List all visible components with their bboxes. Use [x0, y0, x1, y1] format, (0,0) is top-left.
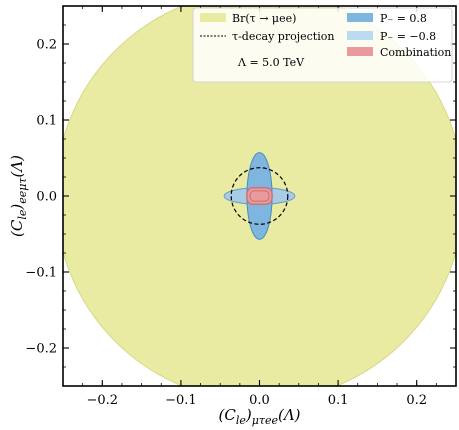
y-tick-label: 0.0 — [36, 190, 57, 205]
legend-label: P₋ = 0.8 — [380, 12, 427, 25]
legend-box — [192, 7, 453, 83]
legend-label: τ-decay projection — [232, 30, 334, 43]
scale-annotation: Λ = 5.0 TeV — [237, 56, 305, 69]
x-tick-label: 0.2 — [406, 393, 427, 408]
x-tick-label: 0.0 — [249, 393, 270, 408]
legend-item-br-ee: Br(τ → μee) — [200, 12, 296, 25]
region-combination — [246, 186, 273, 206]
region-decay-projection — [230, 167, 289, 225]
legend-swatch — [200, 13, 226, 22]
legend-item-p-0-8: P₋ = −0.8 — [347, 30, 436, 43]
x-axis-label: (Cle)μτee(Λ) — [218, 406, 300, 427]
legend-label: P₋ = −0.8 — [380, 30, 436, 43]
legend-swatch — [347, 13, 373, 22]
y-tick-label: 0.2 — [36, 38, 57, 53]
y-tick-label: −0.2 — [25, 342, 57, 357]
ticks-layer: −0.2 −0.1 0.0 0.1 0.2 −0.2 −0.1 0.0 0.1 0.2 — [25, 5, 457, 408]
legend-label: Combination — [380, 46, 451, 59]
legend-item-combination: Combination — [347, 46, 451, 59]
legend-item-decay-projection: τ-decay projection — [200, 30, 334, 43]
legend: Br(τ → μee) τ-decay projection P₋ = 0.8 P₋ … — [192, 7, 453, 83]
x-tick-label: −0.1 — [165, 393, 197, 408]
y-axis-label: (Cle)eeμτ(Λ) — [8, 155, 29, 237]
y-tick-label: 0.1 — [36, 114, 57, 129]
legend-swatch — [347, 31, 373, 40]
regions-layer — [63, 6, 456, 386]
legend-item-p-0-8: P₋ = 0.8 — [347, 12, 427, 25]
x-tick-label: 0.1 — [328, 393, 349, 408]
legend-swatch — [347, 47, 373, 56]
region-combination-inner — [249, 190, 270, 202]
y-tick-label: −0.1 — [25, 266, 57, 281]
x-tick-label: −0.2 — [87, 393, 119, 408]
legend-label: Br(τ → μee) — [232, 12, 296, 25]
